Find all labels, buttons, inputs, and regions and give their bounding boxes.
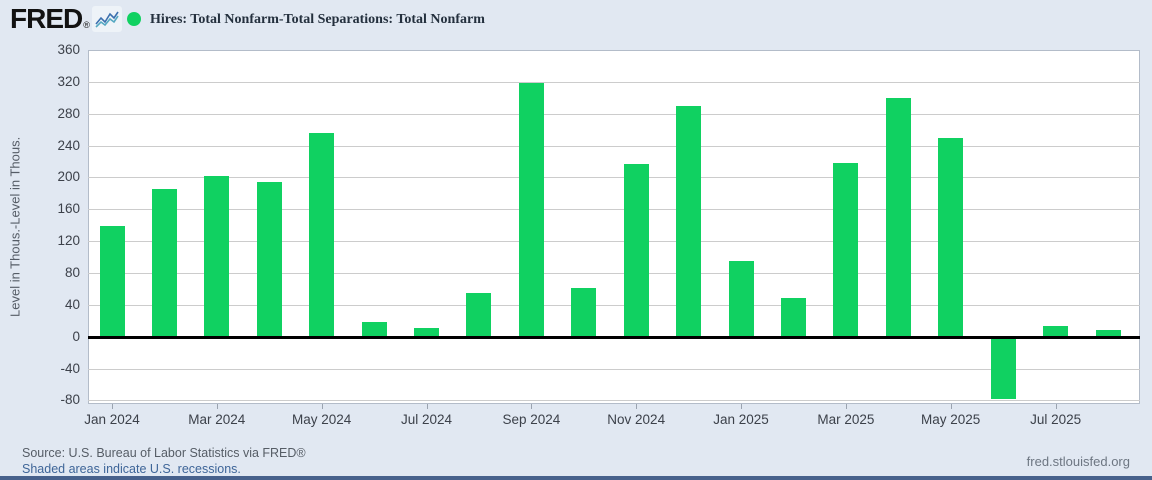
x-tick-label: Jul 2024 bbox=[400, 412, 453, 427]
bar-may-2024[interactable] bbox=[309, 132, 335, 337]
bar-jun-2025[interactable] bbox=[990, 336, 1016, 399]
y-tick-label: 160 bbox=[57, 201, 80, 217]
x-tick-label: May 2024 bbox=[292, 412, 352, 427]
x-tick bbox=[741, 404, 742, 409]
chart-header: FRED ® Hires: Total Nonfarm-Total Separa… bbox=[0, 0, 1152, 42]
x-tick-label: Mar 2024 bbox=[188, 412, 246, 427]
x-tick-label: May 2025 bbox=[921, 412, 981, 427]
gridline-y-280 bbox=[88, 113, 1140, 115]
bar-may-2025[interactable] bbox=[938, 137, 964, 337]
gridline-y-40 bbox=[88, 304, 1140, 306]
bar-jan-2025[interactable] bbox=[728, 261, 754, 337]
bar-aug-2025[interactable] bbox=[1095, 329, 1121, 337]
gridline-y--80 bbox=[88, 400, 1140, 402]
x-tick-label: Nov 2024 bbox=[607, 412, 666, 427]
source-attribution: Source: U.S. Bureau of Labor Statistics … bbox=[22, 446, 306, 460]
gridline-y-200 bbox=[88, 177, 1140, 179]
y-tick-label: -40 bbox=[60, 360, 80, 376]
plot-area bbox=[88, 50, 1140, 404]
x-tick bbox=[112, 404, 113, 409]
bar-mar-2024[interactable] bbox=[204, 175, 230, 337]
x-tick bbox=[845, 404, 847, 409]
bar-jul-2024[interactable] bbox=[414, 327, 439, 337]
bar-jun-2024[interactable] bbox=[361, 321, 387, 337]
fred-sparkline-icon bbox=[91, 6, 122, 32]
x-tick bbox=[636, 404, 638, 409]
bar-mar-2025[interactable] bbox=[833, 163, 859, 337]
bar-jul-2025[interactable] bbox=[1043, 326, 1069, 337]
y-tick-label: 80 bbox=[64, 264, 80, 280]
y-tick-label: 240 bbox=[57, 137, 80, 153]
gridline-y-240 bbox=[88, 145, 1140, 147]
y-tick-label: 200 bbox=[57, 169, 80, 185]
x-tick bbox=[321, 404, 323, 409]
gridline-y-80 bbox=[88, 272, 1140, 274]
x-tick-label: Mar 2025 bbox=[817, 412, 875, 427]
x-tick-label: Jul 2025 bbox=[1030, 412, 1082, 427]
y-tick-label: 120 bbox=[57, 233, 80, 249]
bar-dec-2024[interactable] bbox=[676, 105, 702, 337]
x-tick bbox=[1055, 404, 1057, 409]
x-tick bbox=[216, 404, 218, 409]
x-tick bbox=[950, 404, 952, 409]
series-title: Hires: Total Nonfarm-Total Separations: … bbox=[150, 12, 485, 27]
bar-sep-2024[interactable] bbox=[518, 83, 544, 337]
zero-axis-line bbox=[88, 335, 1140, 339]
bar-nov-2024[interactable] bbox=[623, 163, 649, 337]
y-tick-label: 40 bbox=[64, 296, 80, 312]
bar-oct-2024[interactable] bbox=[571, 288, 597, 337]
bar-feb-2025[interactable] bbox=[781, 297, 806, 337]
y-tick-label: 280 bbox=[57, 105, 80, 121]
series-legend-dot bbox=[127, 12, 141, 26]
x-tick-label: Jan 2025 bbox=[713, 412, 769, 427]
x-tick bbox=[531, 404, 533, 409]
gridline-y-120 bbox=[88, 241, 1140, 243]
bar-jan-2024[interactable] bbox=[99, 226, 125, 337]
recessions-link[interactable]: Shaded areas indicate U.S. recessions. bbox=[22, 462, 241, 476]
x-tick bbox=[426, 404, 428, 409]
gridline-y--40 bbox=[88, 368, 1140, 370]
gridline-y-320 bbox=[88, 81, 1140, 83]
gridline-y-160 bbox=[88, 209, 1140, 211]
y-tick-label: -80 bbox=[60, 392, 80, 408]
bar-apr-2024[interactable] bbox=[256, 182, 282, 337]
x-tick-label: Sep 2024 bbox=[502, 412, 561, 427]
fred-logo-text: FRED bbox=[10, 3, 83, 34]
bar-aug-2024[interactable] bbox=[466, 292, 492, 337]
bar-apr-2025[interactable] bbox=[885, 97, 911, 337]
y-tick-label: 0 bbox=[72, 328, 80, 344]
fred-site-link[interactable]: fred.stlouisfed.org bbox=[1026, 454, 1130, 469]
bottom-accent-strip bbox=[0, 476, 1152, 480]
y-axis-title: Level in Thous.-Level in Thous. bbox=[7, 136, 23, 318]
fred-logo-registered-mark: ® bbox=[83, 20, 90, 30]
fred-logo[interactable]: FRED ® bbox=[10, 4, 122, 34]
y-tick-label: 320 bbox=[57, 73, 80, 89]
x-tick-label: Jan 2024 bbox=[84, 412, 140, 427]
y-tick-label: 360 bbox=[57, 42, 80, 57]
bar-feb-2024[interactable] bbox=[151, 189, 177, 337]
